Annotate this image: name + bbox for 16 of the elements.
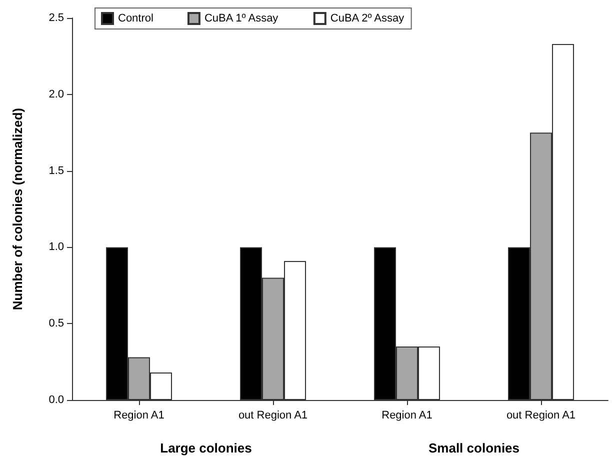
x-tick-label: Region A1	[114, 410, 164, 422]
text: Large colonies	[160, 440, 252, 456]
x-tick-label: out Region A1	[238, 410, 308, 422]
y-tick-label: 2.0	[48, 88, 64, 100]
y-tick-label: 0.5	[48, 318, 64, 330]
legend-label: CuBA 2º Assay	[330, 12, 405, 24]
legend-label: CuBA 1º Assay	[204, 12, 279, 24]
legend-label: Control	[118, 12, 154, 24]
text: Small colonies	[428, 440, 520, 456]
x-tick-label: Region A1	[382, 410, 432, 422]
y-tick-label: 1.5	[48, 164, 64, 177]
y-tick-label: 2.5	[48, 12, 64, 24]
y-axis-title: Number of colonies (normalized)	[10, 108, 25, 310]
x-tick-label: out Region A1	[506, 410, 576, 422]
y-tick-label: 1.0	[48, 241, 64, 254]
y-tick-label: 0.0	[48, 394, 64, 406]
